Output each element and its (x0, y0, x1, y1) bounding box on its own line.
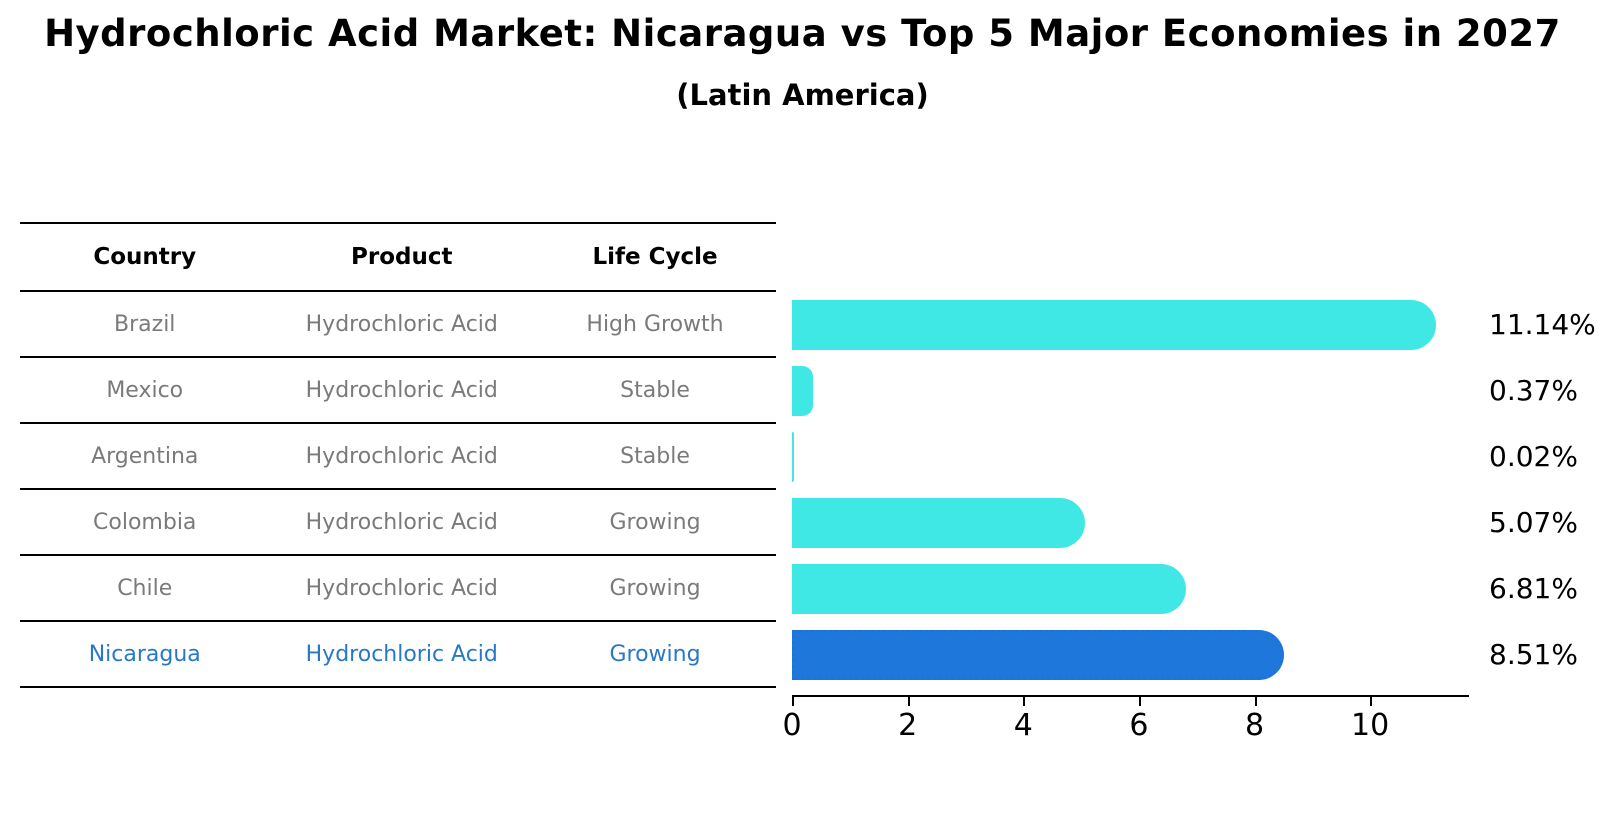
bar-chile (792, 564, 1186, 614)
cell-country: Nicaragua (88, 641, 201, 667)
cell-product: Hydrochloric Acid (305, 377, 498, 403)
table-row-brazil: Brazil Hydrochloric Acid High Growth (20, 292, 776, 358)
cell-life-cycle: Growing (609, 509, 701, 535)
cell-country: Chile (117, 575, 173, 601)
table-row-colombia: Colombia Hydrochloric Acid Growing (20, 490, 776, 556)
bar-nicaragua (792, 630, 1284, 680)
bar-brazil (792, 300, 1437, 350)
table-row-mexico: Mexico Hydrochloric Acid Stable (20, 358, 776, 424)
value-label-mexico: 0.37% (1489, 374, 1578, 407)
cell-country: Mexico (106, 377, 184, 403)
x-axis-tick (1370, 697, 1373, 706)
value-label-argentina: 0.02% (1489, 440, 1578, 473)
value-label-chile: 6.81% (1489, 572, 1578, 605)
table-row-nicaragua: Nicaragua Hydrochloric Acid Growing (20, 622, 776, 688)
cell-product: Hydrochloric Acid (305, 311, 498, 337)
value-label-nicaragua: 8.51% (1489, 638, 1578, 671)
value-label-brazil: 11.14% (1489, 308, 1596, 341)
x-axis-tick (1023, 697, 1026, 706)
bar-mexico (792, 366, 814, 416)
x-axis-tick-label: 4 (1013, 708, 1033, 743)
cell-life-cycle: Stable (620, 443, 690, 469)
value-label-colombia: 5.07% (1489, 506, 1578, 539)
cell-life-cycle: Growing (609, 641, 701, 667)
x-axis-tick-label: 6 (1129, 708, 1149, 743)
x-axis-tick-label: 2 (898, 708, 918, 743)
cell-country: Colombia (93, 509, 197, 535)
cell-country: Argentina (91, 443, 199, 469)
cell-product: Hydrochloric Acid (305, 509, 498, 535)
bar-argentina (792, 432, 794, 482)
table-header-row: Country Product Life Cycle (20, 222, 776, 292)
cell-country: Brazil (114, 311, 176, 337)
table-row-argentina: Argentina Hydrochloric Acid Stable (20, 424, 776, 490)
page-title: Hydrochloric Acid Market: Nicaragua vs T… (44, 12, 1561, 55)
x-axis-tick (1254, 697, 1257, 706)
x-axis-tick (792, 697, 794, 706)
x-axis-tick (1138, 697, 1141, 706)
cell-product: Hydrochloric Acid (305, 575, 498, 601)
column-header-life-cycle: Life Cycle (592, 244, 718, 270)
cell-product: Hydrochloric Acid (305, 641, 498, 667)
x-axis-tick-label: 10 (1351, 708, 1390, 743)
column-header-country: Country (93, 244, 197, 270)
data-table: Country Product Life Cycle Brazil Hydroch… (20, 222, 776, 688)
cell-product: Hydrochloric Acid (305, 443, 498, 469)
cell-life-cycle: Stable (620, 377, 690, 403)
bar-colombia (792, 498, 1086, 548)
x-axis-tick (907, 697, 910, 706)
x-axis-tick-label: 8 (1244, 708, 1265, 743)
bar-chart-plot-area: 0 2 4 6 8 10 (782, 292, 1469, 743)
x-axis-tick-label: 0 (782, 708, 802, 743)
page-subtitle: (Latin America) (676, 78, 929, 112)
cell-life-cycle: Growing (609, 575, 701, 601)
table-body: Brazil Hydrochloric Acid High Growth Mexico… (20, 292, 776, 688)
column-header-product: Product (351, 244, 453, 270)
cell-life-cycle: High Growth (586, 311, 724, 337)
table-row-chile: Chile Hydrochloric Acid Growing (20, 556, 776, 622)
